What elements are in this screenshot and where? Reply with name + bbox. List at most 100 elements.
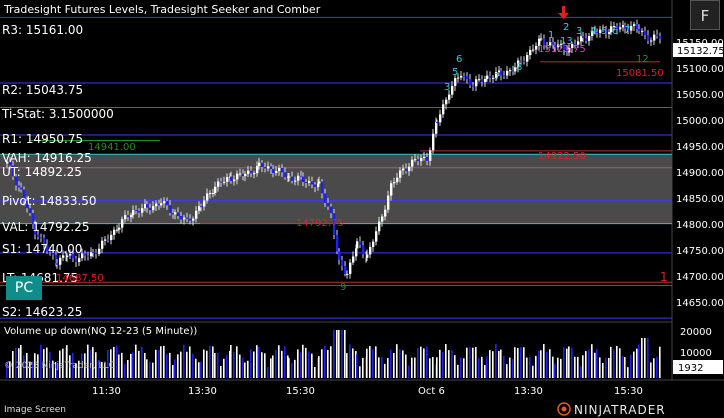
seeker-count: 7	[624, 25, 630, 36]
candle-body	[318, 181, 321, 184]
volume-bar	[532, 365, 534, 378]
candle-body	[644, 30, 647, 36]
volume-bar	[9, 361, 11, 378]
volume-bar	[432, 356, 434, 378]
volume-bar	[538, 350, 540, 378]
candle-body	[66, 255, 69, 258]
volume-bar	[124, 364, 126, 378]
chart-title: Tradesight Futures Levels, Tradesight Se…	[3, 3, 321, 16]
volume-bar	[294, 359, 296, 378]
volume-bar	[186, 351, 188, 378]
volume-bar	[512, 359, 514, 378]
volume-bar	[396, 344, 398, 378]
volume-bar	[436, 357, 438, 378]
volume-bar	[423, 348, 425, 378]
candle-body	[81, 253, 84, 259]
candle-body	[514, 67, 517, 72]
candle-body	[352, 256, 355, 263]
candle-body	[206, 193, 209, 201]
candle-body	[56, 263, 59, 265]
candle-body	[517, 60, 520, 68]
volume-bar	[141, 346, 143, 378]
candle-body	[636, 24, 639, 30]
volume-bar	[359, 366, 361, 378]
volume-bar	[223, 358, 225, 378]
volume-bar	[495, 344, 497, 378]
candle-body	[98, 248, 101, 254]
volume-bar	[369, 346, 371, 378]
red-count-label: 1	[660, 270, 668, 284]
volume-bar	[454, 355, 456, 378]
candle-body	[417, 159, 420, 162]
candle-body	[481, 79, 484, 83]
volume-bar	[466, 347, 468, 378]
candle-body	[160, 203, 163, 206]
candle-body	[43, 237, 46, 245]
candle-body	[121, 219, 124, 228]
s1-label: S1: 14740.00	[2, 242, 82, 256]
candle-body	[613, 26, 616, 28]
candle-body	[616, 26, 619, 30]
volume-bar	[605, 357, 607, 378]
volume-bar	[291, 362, 293, 378]
candle-body	[311, 181, 314, 185]
candle-body	[486, 75, 489, 79]
volume-bar	[411, 357, 413, 378]
candle-body	[366, 254, 369, 258]
candle-body	[571, 44, 574, 48]
volume-bar	[62, 348, 64, 378]
candle-body	[32, 213, 35, 225]
volume-bar	[478, 358, 480, 378]
candle-body	[308, 181, 311, 183]
volume-bar	[375, 346, 377, 378]
volume-bar	[253, 351, 255, 378]
volume-bar	[177, 354, 179, 378]
volume-bar	[121, 352, 123, 378]
candle-body	[138, 210, 141, 213]
candle-body	[520, 60, 523, 62]
seeker-count: 5	[452, 67, 458, 78]
vah-label: VAH: 14916.25	[2, 151, 92, 165]
volume-bar	[113, 346, 115, 378]
candle-body	[420, 157, 423, 162]
pivot-label: Pivot: 14833.50	[2, 194, 97, 208]
candle-body	[641, 30, 644, 32]
candle-body	[297, 175, 300, 181]
val-label: VAL: 14792.25	[2, 220, 89, 234]
volume-bar	[535, 355, 537, 378]
candle-body	[435, 121, 438, 134]
ut-label: UT: 14892.25	[2, 165, 82, 179]
price-tag-15081: 15081.50	[616, 68, 664, 79]
volume-bar	[261, 352, 263, 378]
volume-bar	[256, 345, 258, 378]
candles	[6, 19, 662, 279]
candle-body	[288, 176, 291, 178]
candle-body	[302, 176, 305, 183]
footer-left: Image Screen	[4, 405, 66, 415]
candle-body	[217, 181, 220, 187]
candle-body	[423, 156, 426, 158]
candle-body	[183, 217, 186, 220]
f-button[interactable]: F	[690, 0, 720, 30]
candle-body	[324, 193, 327, 203]
volume-bar	[69, 355, 71, 378]
volume-bar	[599, 357, 601, 378]
candle-body	[242, 173, 245, 177]
volume-bar	[206, 350, 208, 378]
volume-bar	[627, 367, 629, 378]
candle-body	[630, 25, 633, 31]
candle-body	[568, 47, 571, 53]
time-tick-oct6: Oct 6	[418, 386, 445, 397]
volume-bar	[557, 357, 559, 378]
candle-body	[432, 133, 435, 151]
volume-bar	[72, 352, 74, 378]
candle-body	[408, 166, 411, 172]
volume-bar	[172, 364, 174, 378]
volume-bar	[92, 347, 94, 378]
seeker-count: 2	[563, 22, 569, 33]
volume-bar	[46, 347, 48, 378]
volume-bar	[442, 352, 444, 378]
candle-body	[186, 217, 189, 219]
pc-button[interactable]: PC	[6, 276, 42, 300]
